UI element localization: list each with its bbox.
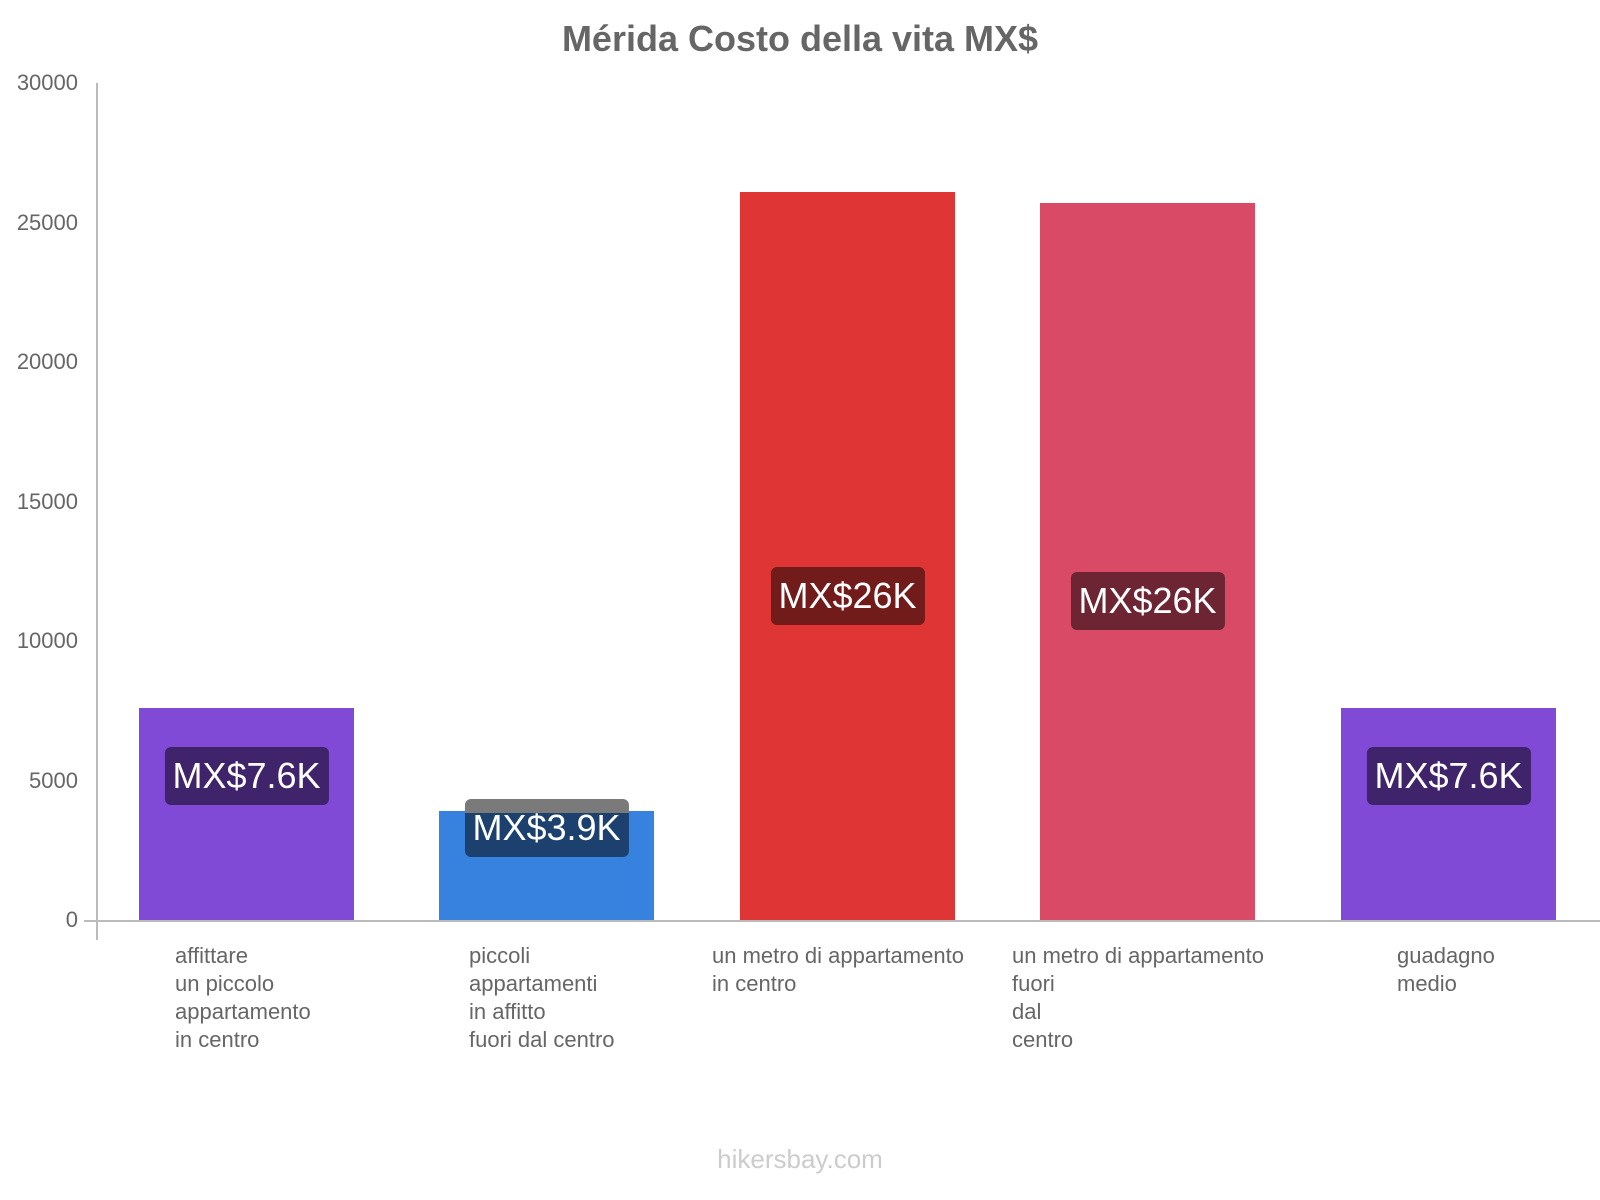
y-tick-label: 20000: [16, 349, 78, 374]
y-tick-label: 30000: [16, 70, 78, 95]
bar[interactable]: [740, 191, 955, 920]
bar-value-label: MX$3.9K: [464, 799, 629, 858]
y-axis-line: [96, 83, 98, 940]
bar-value-label: MX$7.6K: [164, 746, 329, 805]
x-category-label: un metro di appartamento fuori dal centr…: [1012, 943, 1264, 1052]
y-tick-label: 0: [65, 907, 78, 932]
x-category-label: un metro di appartamento in centro: [712, 943, 964, 996]
y-tick-label: 25000: [16, 209, 78, 235]
y-tick-label: 10000: [16, 628, 78, 653]
x-category-label: affittare un piccolo appartamento in cen…: [175, 943, 311, 1052]
x-axis-line: [84, 920, 1600, 922]
bar-value-label: MX$26K: [1070, 572, 1225, 631]
bar[interactable]: [139, 707, 354, 920]
watermark: hikersbay.com: [717, 1144, 883, 1174]
y-tick-label: 5000: [29, 767, 78, 793]
x-category-label: guadagno medio: [1397, 943, 1495, 996]
bar[interactable]: [1341, 707, 1556, 920]
bar[interactable]: [1040, 202, 1255, 920]
chart-title: Mérida Costo della vita MX$: [561, 18, 1039, 59]
x-category-label: piccoli appartamenti in affitto fuori da…: [469, 943, 615, 1052]
y-tick-label: 15000: [16, 488, 78, 514]
bar-value-label: MX$7.6K: [1366, 746, 1531, 805]
bar-value-label: MX$26K: [770, 566, 925, 625]
